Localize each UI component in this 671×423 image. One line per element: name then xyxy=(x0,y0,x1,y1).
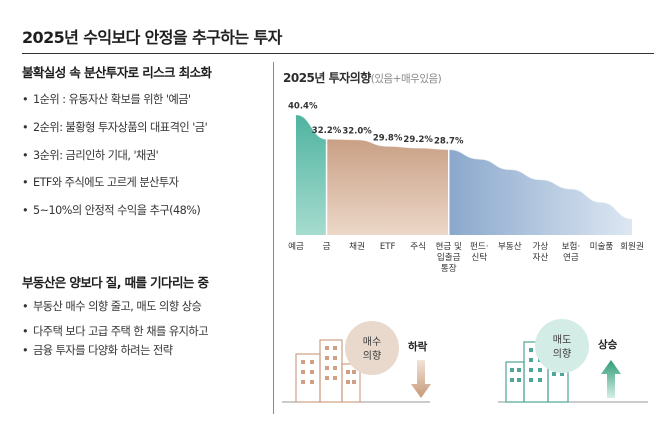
area-segment-cash-to-membership xyxy=(448,149,632,235)
building-icon xyxy=(295,353,321,403)
sell-trend-label: 상승 xyxy=(598,338,618,351)
series-line xyxy=(295,114,633,220)
section1-bullet: 2순위: 불황형 투자상품의 대표격인 '금' xyxy=(22,120,267,137)
building-icon xyxy=(505,361,525,403)
section1-bullet: ETF와 주식에도 고르게 분산투자 xyxy=(22,175,267,192)
data-label: 29.2% xyxy=(403,135,433,145)
area-segment-deposit xyxy=(296,114,327,235)
buy-intention-label: 매수 xyxy=(363,336,381,348)
chart-title: 2025년 투자의향 xyxy=(283,71,371,85)
category-label: 회원권 xyxy=(620,240,644,252)
category-label: 펀드· 신탁 xyxy=(470,241,489,263)
category-label: 가상 자산 xyxy=(532,241,548,263)
page-title: 2025년 수익보다 안정을 추구하는 투자 xyxy=(22,28,282,47)
category-label: 예금 xyxy=(288,241,304,252)
column-divider xyxy=(273,62,274,414)
arrow-up-icon xyxy=(601,360,621,398)
chart-heading: 2025년 투자의향(있음+매우있음) xyxy=(283,67,442,86)
section2-bullet-continuation: 금융 투자를 다양화 하려는 전략 xyxy=(22,343,267,360)
section2-bullet: 부동산 매수 의향 줄고, 매도 의향 상승 xyxy=(22,299,267,316)
data-label: 29.8% xyxy=(373,133,403,143)
section1-bullet: 3순위: 금리인하 기대, '채권' xyxy=(22,148,267,165)
section2-heading: 부동산은 양보다 질, 때를 기다리는 중 xyxy=(22,274,209,290)
title-divider xyxy=(22,53,654,54)
section1-bullet-list: 1순위 : 유동자산 확보를 위한 '예금' 2순위: 불황형 투자상품의 대표… xyxy=(22,92,267,220)
section2-bullet: 다주택 보다 고급 주택 한 채를 유지하고 xyxy=(22,324,267,341)
category-label: 금 xyxy=(323,241,331,252)
sell-intention-group: 매도 의향 상승 xyxy=(498,319,648,403)
area-segment-gold-to-stocks xyxy=(326,139,449,235)
category-label: 채권 xyxy=(349,240,365,252)
real-estate-illustration: 매수 의향 하락 xyxy=(282,319,648,403)
category-label: 부동산 xyxy=(498,241,522,252)
sell-intention-label: 매도 xyxy=(553,334,571,346)
buy-intention-group: 매수 의향 하락 xyxy=(282,321,431,403)
sell-intention-circle xyxy=(535,319,589,373)
arrow-down-icon xyxy=(411,360,431,398)
data-label: 32.2% xyxy=(312,126,342,136)
category-label: 주식 xyxy=(410,241,426,252)
buy-intention-circle xyxy=(345,321,399,375)
data-label: 40.4% xyxy=(288,102,318,112)
category-label: 보험· 연금 xyxy=(562,241,581,263)
sell-intention-label: 의향 xyxy=(553,348,571,360)
section1-heading: 불확실성 속 분산투자로 리스크 최소화 xyxy=(22,65,212,80)
section1-bullet: 1순위 : 유동자산 확보를 위한 '예금' xyxy=(22,92,267,109)
section2-bullet-list: 부동산 매수 의향 줄고, 매도 의향 상승 다주택 보다 고급 주택 한 채를… xyxy=(22,299,267,359)
section1-bullet: 5~10%의 안정적 수익을 추구(48%) xyxy=(22,203,267,220)
building-icon xyxy=(319,339,343,403)
buy-intention-label: 의향 xyxy=(363,350,381,362)
data-label: 28.7% xyxy=(434,137,464,147)
data-label: 32.0% xyxy=(342,127,372,137)
buy-trend-label: 하락 xyxy=(408,340,428,353)
chart-subtitle: (있음+매우있음) xyxy=(370,73,442,85)
category-label: ETF xyxy=(380,242,396,252)
left-column: 불확실성 속 분산투자로 리스크 최소화 1순위 : 유동자산 확보를 위한 '… xyxy=(22,62,267,359)
investment-intention-chart: 40.4% 32.2% 32.0%29.8% 29.2% 28.7% 예금 금 채권 ETF 주식… xyxy=(288,102,644,274)
category-label: 미술품 xyxy=(590,241,614,252)
category-label: 현금 및 입출금 통장 xyxy=(436,240,463,274)
